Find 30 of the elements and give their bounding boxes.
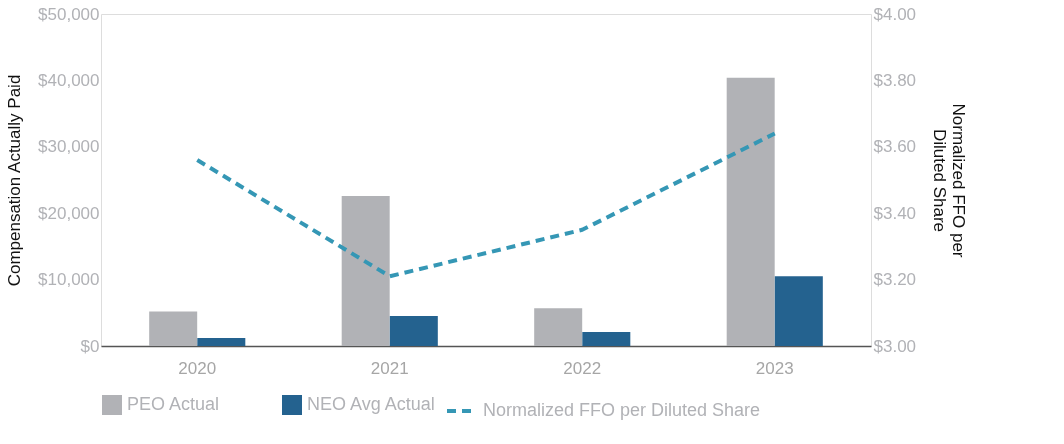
line-series: [195, 131, 777, 279]
y-tick-label: $10,000: [38, 270, 100, 290]
bar: [389, 316, 438, 346]
y-tick-label: $20,000: [38, 203, 100, 223]
y2-tick-label: $3.00: [873, 336, 917, 356]
bar: [197, 338, 246, 346]
bar: [726, 77, 775, 346]
y2-tick-label: $3.20: [873, 270, 917, 290]
bar: [341, 195, 390, 346]
y2-axis-title: Normalized FFO per Diluted Share: [930, 103, 969, 258]
y-tick-label: $0: [80, 336, 100, 356]
x-tick-label: 2021: [370, 358, 409, 378]
y-tick-label: $50,000: [38, 4, 100, 24]
legend-label: Normalized FFO per Diluted Share: [483, 400, 761, 420]
x-tick-label: 2023: [755, 358, 794, 378]
y-tick-label: $30,000: [38, 137, 100, 157]
y-tick-label: $40,000: [38, 70, 100, 90]
y2-tick-label: $3.80: [873, 70, 917, 90]
bar: [149, 311, 198, 346]
bar: [534, 308, 583, 346]
y2-tick-label: $4.00: [873, 4, 917, 24]
legend-label: NEO Avg Actual: [307, 394, 435, 414]
y2-tick-label: $3.40: [873, 203, 917, 223]
legend-label: PEO Actual: [127, 394, 220, 414]
bar: [774, 276, 823, 346]
x-tick-label: 2020: [178, 358, 217, 378]
y2-tick-label: $3.60: [873, 137, 917, 157]
x-tick-label: 2022: [563, 358, 602, 378]
y-axis-title: Compensation Actually Paid: [5, 74, 25, 287]
bar: [582, 332, 631, 346]
